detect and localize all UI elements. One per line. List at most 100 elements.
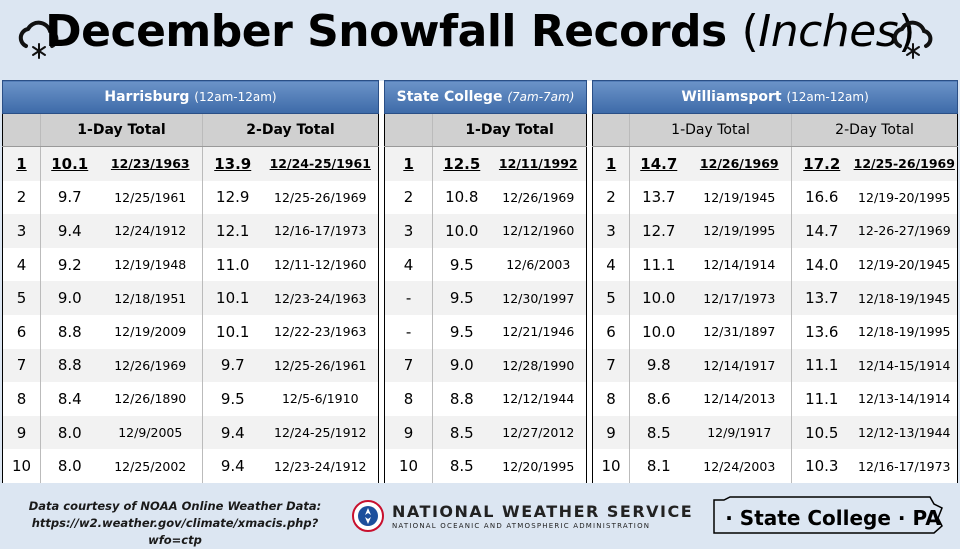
table-row: 2 9.7 12/25/1961 12.9 12/25-26/1969 2 10.8 12/2…	[2, 180, 959, 215]
williamsport-2day-value: 11.1	[791, 382, 852, 416]
harrisburg-rank: 10	[2, 449, 41, 483]
williamsport-1day-value: 10.0	[629, 281, 688, 315]
williamsport-rank: 4	[592, 247, 630, 282]
state-college-1day-value: 8.5	[432, 415, 491, 450]
subheader-row: 1-Day Total 2-Day Total 1-Day Total 1-Da…	[2, 113, 959, 147]
williamsport-1day-value: 8.1	[629, 449, 688, 483]
state-college-1day-date: 12/11/1992	[490, 146, 588, 181]
state-college-1day-date: 12/27/2012	[490, 415, 588, 450]
williamsport-1day-date: 12/14/2013	[687, 382, 792, 416]
harrisburg-1day-value: 9.2	[40, 247, 99, 282]
harrisburg-rank: 6	[2, 314, 41, 349]
williamsport-rank: 7	[592, 348, 630, 383]
header: December Snowfall Records (Inches)	[0, 0, 960, 80]
harrisburg-1day-date: 12/25/1961	[98, 180, 203, 215]
state-college-1day-value: 8.8	[432, 382, 491, 416]
williamsport-2day-value: 17.2	[791, 146, 852, 181]
williamsport-2day-date: 12-26-27/1969	[851, 214, 959, 248]
williamsport-2day-value: 10.3	[791, 449, 852, 483]
williamsport-2day-value: 16.6	[791, 180, 852, 215]
harrisburg-2day-value: 9.4	[202, 449, 263, 483]
harrisburg-rank: 5	[2, 281, 41, 315]
table-row: 8 8.4 12/26/1890 9.5 12/5-6/1910 8 8.8 12/12/19…	[2, 382, 959, 416]
table-row: 6 8.8 12/19/2009 10.1 12/22-23/1963-9.5 12/21…	[2, 314, 959, 349]
page-title: December Snowfall Records (Inches)	[45, 6, 915, 57]
williamsport-2day-date: 12/12-13/1944	[851, 415, 959, 450]
harrisburg-2day-value: 9.5	[202, 382, 263, 416]
williamsport-1day-date: 12/14/1917	[687, 348, 792, 383]
williamsport-2day-date: 12/18-19/1995	[851, 314, 959, 349]
snowfall-records-table: Harrisburg (12am-12am) State College (7a…	[1, 80, 959, 483]
williamsport-2day-date: 12/19-20/1995	[851, 180, 959, 215]
williamsport-rank: 10	[592, 449, 630, 483]
harrisburg-2day-date: 12/23-24/1963	[262, 281, 380, 315]
harrisburg-2day-date: 12/24-25/1912	[262, 415, 380, 450]
footer: Data courtesy of NOAA Online Weather Dat…	[0, 490, 960, 547]
harrisburg-1day-value: 10.1	[40, 146, 99, 181]
table-row: 3 9.4 12/24/1912 12.1 12/16-17/1973 3 10.0 12/1…	[2, 214, 959, 248]
state-college-1day-value: 9.5	[432, 281, 491, 315]
state-college-rank: 3	[384, 214, 433, 248]
table-row: 7 8.8 12/26/1969 9.7 12/25-26/1961 7 9.0 12/28/…	[2, 348, 959, 383]
state-college-1day-date: 12/20/1995	[490, 449, 588, 483]
williamsport-2day-value: 13.6	[791, 314, 852, 349]
williamsport-1day-date: 12/19/1945	[687, 180, 792, 215]
state-college-1day-value: 10.0	[432, 214, 491, 248]
table-row: 4 9.2 12/19/1948 11.0 12/11-12/1960 4 9.5 12/6/…	[2, 247, 959, 282]
harrisburg-2day-value: 11.0	[202, 247, 263, 282]
williamsport-1day-date: 12/31/1897	[687, 314, 792, 349]
williamsport-2day-date: 12/16-17/1973	[851, 449, 959, 483]
harrisburg-2day-value: 13.9	[202, 146, 263, 181]
snow-cloud-icon	[18, 20, 59, 59]
state-college-rank: -	[384, 314, 433, 349]
harrisburg-1day-date: 12/25/2002	[98, 449, 203, 483]
state-college-1day-date: 12/30/1997	[490, 281, 588, 315]
harrisburg-2day-date: 12/22-23/1963	[262, 314, 380, 349]
state-college-1day-date: 12/12/1944	[490, 382, 588, 416]
williamsport-rank: 9	[592, 415, 630, 450]
harrisburg-1day-date: 12/26/1890	[98, 382, 203, 416]
data-credit: Data courtesy of NOAA Online Weather Dat…	[10, 498, 340, 549]
station-harrisburg: Harrisburg (12am-12am)	[1, 80, 380, 114]
williamsport-1day-header: 1-Day Total	[629, 113, 792, 147]
williamsport-1day-value: 13.7	[629, 180, 688, 215]
williamsport-2day-date: 12/14-15/1914	[851, 348, 959, 383]
williamsport-2day-date: 12/13-14/1914	[851, 382, 959, 416]
harrisburg-1day-value: 8.4	[40, 382, 99, 416]
harrisburg-1day-value: 8.8	[40, 348, 99, 383]
williamsport-rank: 3	[592, 214, 630, 248]
state-college-rank: 4	[384, 247, 433, 282]
williamsport-2day-date: 12/19-20/1945	[851, 247, 959, 282]
harrisburg-2day-value: 10.1	[202, 314, 263, 349]
williamsport-rank: 8	[592, 382, 630, 416]
state-college-1day-value: 9.0	[432, 348, 491, 383]
office-name: · State College · PA	[725, 506, 941, 530]
harrisburg-rank: 3	[2, 214, 41, 248]
williamsport-1day-value: 8.5	[629, 415, 688, 450]
state-college-1day-date: 12/12/1960	[490, 214, 588, 248]
harrisburg-2day-date: 12/5-6/1910	[262, 382, 380, 416]
williamsport-2day-value: 14.7	[791, 214, 852, 248]
state-college-1day-date: 12/6/2003	[490, 247, 588, 282]
title-units: Inches	[758, 6, 899, 57]
harrisburg-2day-date: 12/23-24/1912	[262, 449, 380, 483]
williamsport-rank: 1	[592, 146, 630, 181]
harrisburg-rank: 2	[2, 180, 41, 215]
williamsport-1day-value: 8.6	[629, 382, 688, 416]
williamsport-1day-date: 12/17/1973	[687, 281, 792, 315]
state-college-1day-value: 8.5	[432, 449, 491, 483]
harrisburg-2day-header: 2-Day Total	[201, 113, 380, 147]
state-college-rank: 8	[384, 382, 433, 416]
harrisburg-1day-date: 12/23/1963	[98, 146, 203, 181]
pennsylvania-outline-icon	[713, 496, 943, 534]
data-source-link[interactable]: https://w2.weather.gov/climate/xmacis.ph…	[31, 516, 319, 547]
harrisburg-1day-value: 8.0	[40, 415, 99, 450]
state-college-1day-value: 9.5	[432, 314, 491, 349]
williamsport-1day-date: 12/9/1917	[687, 415, 792, 450]
harrisburg-2day-value: 9.4	[202, 415, 263, 450]
harrisburg-2day-date: 12/11-12/1960	[262, 247, 380, 282]
williamsport-1day-date: 12/19/1995	[687, 214, 792, 248]
station-header-row: Harrisburg (12am-12am) State College (7a…	[1, 80, 959, 114]
williamsport-1day-value: 10.0	[629, 314, 688, 349]
harrisburg-1day-value: 8.8	[40, 314, 99, 349]
